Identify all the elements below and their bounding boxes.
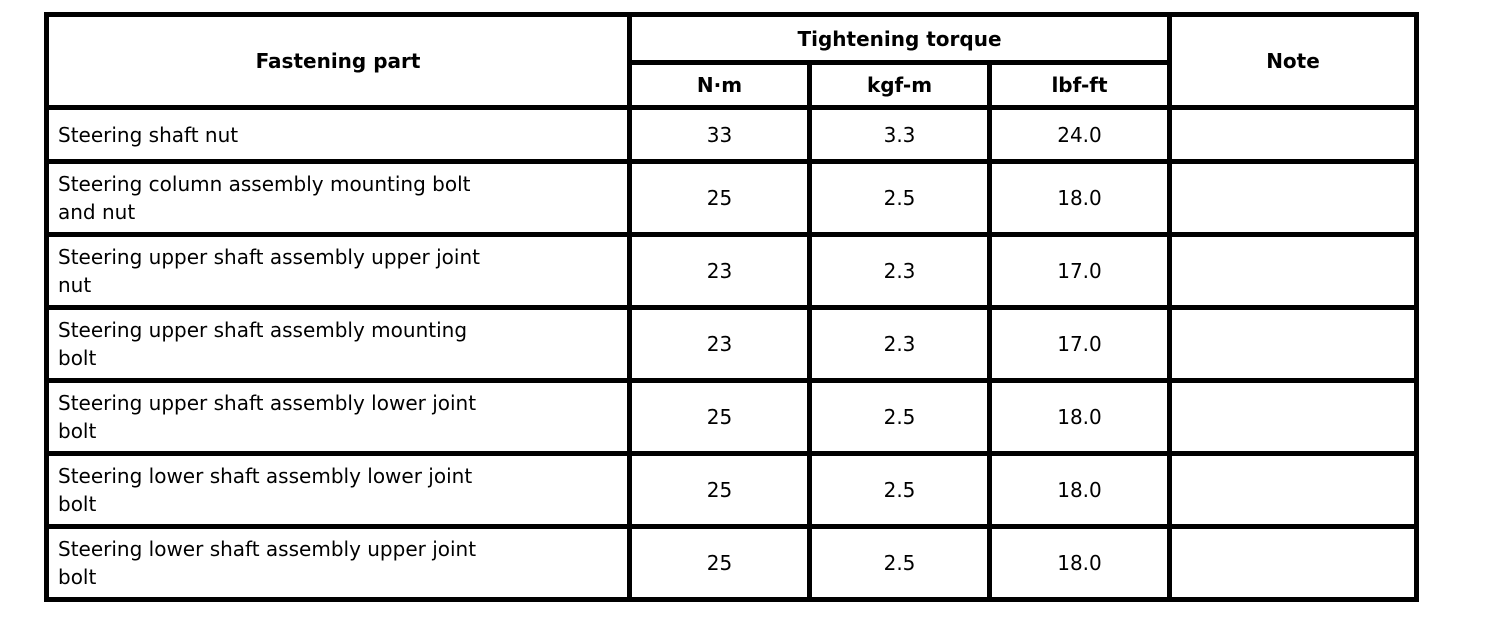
header-row-units: N·m kgf-m lbf-ft xyxy=(47,60,1417,110)
torque-lbfft-cell: 18.0 xyxy=(987,378,1172,456)
part-name-cell: Steering shaft nut xyxy=(44,105,632,164)
part-name: Steering upper shaft assembly upper join… xyxy=(58,245,480,297)
part-name-cell: Steering lower shaft assembly upper join… xyxy=(44,524,632,602)
torque-lbfft-cell: 17.0 xyxy=(987,305,1172,383)
part-name-cell: Steering lower shaft assembly lower join… xyxy=(44,451,632,529)
note-cell xyxy=(1167,232,1419,310)
torque-lbfft-cell: 24.0 xyxy=(987,105,1172,164)
torque-nm-cell: 33 xyxy=(627,105,812,164)
table-row: Steering shaft nut 33 3.3 24.0 xyxy=(44,105,1419,164)
note-cell xyxy=(1167,524,1419,602)
table-row: Steering column assembly mounting bolt a… xyxy=(44,159,1419,237)
note-cell xyxy=(1167,159,1419,237)
part-name-cell: Steering column assembly mounting bolt a… xyxy=(44,159,632,237)
part-name: Steering lower shaft assembly upper join… xyxy=(58,537,477,589)
torque-nm-cell: 25 xyxy=(627,451,812,529)
torque-kgfm-cell: 2.5 xyxy=(807,524,992,602)
torque-nm-cell: 25 xyxy=(627,524,812,602)
part-name: Steering upper shaft assembly lower join… xyxy=(58,391,477,443)
torque-lbfft-cell: 18.0 xyxy=(987,451,1172,529)
part-name-cell: Steering upper shaft assembly mounting b… xyxy=(44,305,632,383)
torque-kgfm-cell: 2.5 xyxy=(807,159,992,237)
torque-nm-cell: 25 xyxy=(627,378,812,456)
torque-kgfm-cell: 2.3 xyxy=(807,305,992,383)
table-row: Steering lower shaft assembly lower join… xyxy=(44,451,1419,529)
table-row: Steering upper shaft assembly upper join… xyxy=(44,232,1419,310)
torque-nm-cell: 25 xyxy=(627,159,812,237)
part-name-cell: Steering upper shaft assembly lower join… xyxy=(44,378,632,456)
header-fastening-part: Fastening part xyxy=(44,12,632,110)
torque-kgfm-cell: 2.5 xyxy=(807,451,992,529)
header-unit-lbfft: lbf-ft xyxy=(987,60,1172,110)
table-row: Steering upper shaft assembly mounting b… xyxy=(44,305,1419,383)
torque-kgfm-cell: 3.3 xyxy=(807,105,992,164)
header-note: Note xyxy=(1167,12,1419,110)
part-name-cell: Steering upper shaft assembly upper join… xyxy=(44,232,632,310)
note-cell xyxy=(1167,451,1419,529)
note-cell xyxy=(1167,378,1419,456)
header-tightening-torque: Tightening torque xyxy=(627,12,1172,65)
header-unit-nm: N·m xyxy=(627,60,812,110)
torque-kgfm-cell: 2.3 xyxy=(807,232,992,310)
note-cell xyxy=(1167,305,1419,383)
part-name: Steering column assembly mounting bolt a… xyxy=(58,172,471,224)
header-row-top: Fastening part Tightening torque Note xyxy=(44,12,1419,110)
torque-nm-cell: 23 xyxy=(627,305,812,383)
part-name: Steering upper shaft assembly mounting b… xyxy=(58,318,468,370)
part-name: Steering shaft nut xyxy=(58,122,239,147)
tightening-torque-table: Fastening part Tightening torque Note N·… xyxy=(44,12,1419,602)
torque-lbfft-cell: 18.0 xyxy=(987,159,1172,237)
torque-lbfft-cell: 17.0 xyxy=(987,232,1172,310)
note-cell xyxy=(1167,105,1419,164)
torque-kgfm-cell: 2.5 xyxy=(807,378,992,456)
torque-lbfft-cell: 18.0 xyxy=(987,524,1172,602)
part-name: Steering lower shaft assembly lower join… xyxy=(58,464,473,516)
table-row: Steering upper shaft assembly lower join… xyxy=(44,378,1419,456)
table-row: Steering lower shaft assembly upper join… xyxy=(44,524,1419,602)
torque-nm-cell: 23 xyxy=(627,232,812,310)
header-unit-kgfm: kgf-m xyxy=(807,60,992,110)
